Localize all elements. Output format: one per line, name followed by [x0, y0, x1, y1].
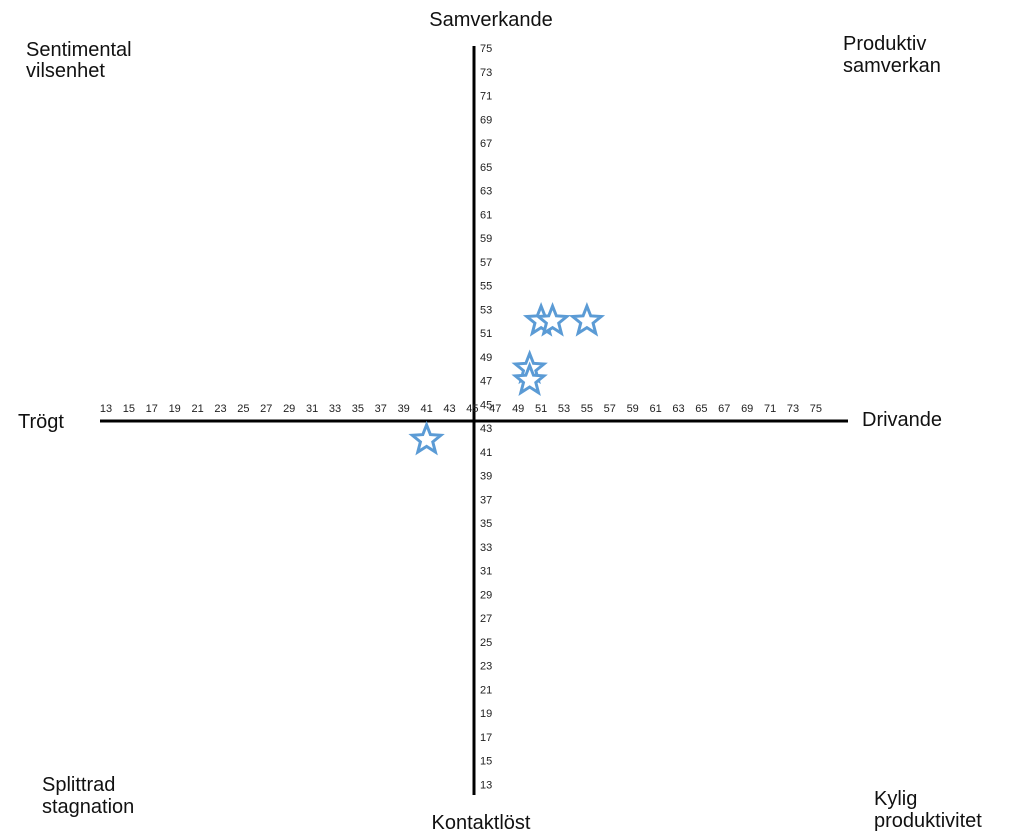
x-tick-label: 53	[558, 403, 570, 415]
y-tick-label: 13	[480, 779, 492, 791]
x-tick-label: 23	[214, 403, 226, 415]
x-tick-label: 73	[787, 403, 799, 415]
x-tick-label: 29	[283, 403, 295, 415]
x-tick-label: 37	[375, 403, 387, 415]
y-tick-label: 73	[480, 67, 492, 79]
quadrant-label-bottom-left-line1: Splittrad	[42, 774, 115, 796]
y-tick-labels: 13 15 17 19 21 23 25 27 29 31 33 35 37 39 41 43 45 47 49 51…	[480, 43, 492, 791]
y-tick-label: 21	[480, 684, 492, 696]
y-tick-label: 57	[480, 257, 492, 269]
x-tick-label: 25	[237, 403, 249, 415]
y-tick-label: 61	[480, 209, 492, 221]
x-tick-label: 75	[810, 403, 822, 415]
y-tick-label: 23	[480, 661, 492, 673]
y-tick-label: 47	[480, 376, 492, 388]
y-tick-label: 65	[480, 162, 492, 174]
y-tick-label: 59	[480, 233, 492, 245]
data-point-star	[511, 361, 548, 396]
x-tick-label: 69	[741, 403, 753, 415]
data-point-star	[534, 302, 571, 337]
quadrant-label-bottom-right-line2: produktivitet	[874, 810, 982, 832]
x-tick-label: 61	[649, 403, 661, 415]
x-tick-label: 19	[169, 403, 181, 415]
x-tick-label: 15	[123, 403, 135, 415]
y-tick-label: 71	[480, 91, 492, 103]
x-tick-label: 35	[352, 403, 364, 415]
x-tick-label: 65	[695, 403, 707, 415]
x-tick-label: 39	[398, 403, 410, 415]
y-tick-label: 31	[480, 566, 492, 578]
x-tick-label: 33	[329, 403, 341, 415]
y-tick-label: 51	[480, 328, 492, 340]
x-tick-label: 59	[627, 403, 639, 415]
x-tick-label: 51	[535, 403, 547, 415]
data-point-star	[568, 302, 606, 337]
axis-label-right: Drivande	[862, 409, 942, 431]
x-tick-label: 57	[604, 403, 616, 415]
x-tick-label: 43	[443, 403, 455, 415]
x-tick-label: 55	[581, 403, 593, 415]
y-tick-label: 49	[480, 352, 492, 364]
x-tick-label: 67	[718, 403, 730, 415]
data-point-star	[408, 420, 445, 456]
y-tick-label: 43	[480, 423, 492, 435]
y-tick-label: 19	[480, 708, 492, 720]
y-tick-label: 37	[480, 494, 492, 506]
y-tick-label: 35	[480, 518, 492, 530]
y-tick-label: 53	[480, 304, 492, 316]
x-tick-label: 21	[191, 403, 203, 415]
axis-label-bottom: Kontaktlöst	[432, 812, 531, 834]
y-tick-label: 15	[480, 756, 492, 768]
data-points	[408, 302, 606, 456]
y-tick-label: 63	[480, 186, 492, 198]
x-tick-label: 63	[672, 403, 684, 415]
y-tick-label: 45	[480, 399, 492, 411]
x-tick-label: 27	[260, 403, 272, 415]
y-tick-label: 27	[480, 613, 492, 625]
x-tick-label: 17	[146, 403, 158, 415]
y-tick-label: 17	[480, 732, 492, 744]
x-tick-label: 41	[420, 403, 432, 415]
axis-label-left: Trögt	[18, 411, 64, 433]
x-tick-label: 47	[489, 403, 501, 415]
quadrant-label-bottom-right-line1: Kylig	[874, 788, 917, 810]
quadrant-label-top-right-line1: Produktiv	[843, 33, 926, 55]
x-tick-label: 13	[100, 403, 112, 415]
y-tick-label: 41	[480, 447, 492, 459]
y-tick-label: 39	[480, 471, 492, 483]
quadrant-label-top-left-line1: Sentimental	[26, 39, 132, 61]
y-tick-label: 25	[480, 637, 492, 649]
y-tick-label: 75	[480, 43, 492, 55]
x-tick-label: 31	[306, 403, 318, 415]
axis-label-top: Samverkande	[429, 9, 552, 31]
y-tick-label: 33	[480, 542, 492, 554]
x-tick-label: 49	[512, 403, 524, 415]
y-tick-label: 69	[480, 114, 492, 126]
y-tick-label: 55	[480, 281, 492, 293]
x-tick-label: 71	[764, 403, 776, 415]
quadrant-label-top-left-line2: vilsenhet	[26, 60, 105, 82]
x-tick-labels: 13 15 17 19 21 23 25 27 29 31 33 35 37 39 41 43 45 47 49 51…	[100, 403, 822, 415]
quadrant-label-bottom-left-line2: stagnation	[42, 796, 134, 818]
quadrant-label-top-right-line2: samverkan	[843, 55, 941, 77]
y-tick-label: 29	[480, 589, 492, 601]
y-tick-label: 67	[480, 138, 492, 150]
x-tick-label: 45	[466, 403, 478, 415]
